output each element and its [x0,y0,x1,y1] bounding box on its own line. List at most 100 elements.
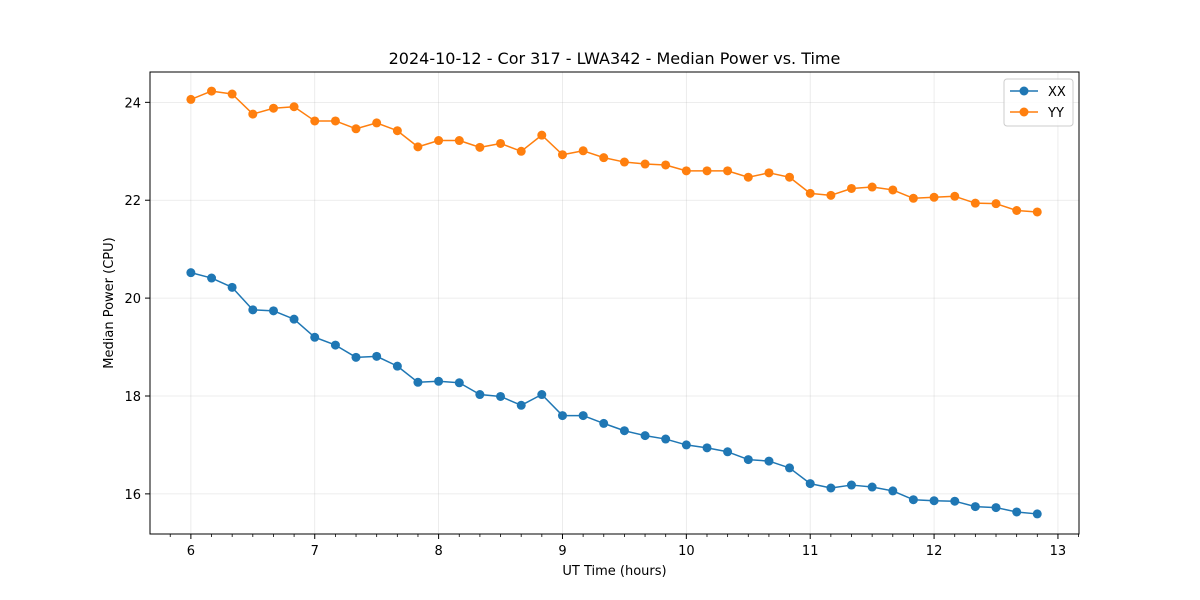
data-point [289,314,299,324]
data-point [475,390,485,400]
data-point [785,463,795,473]
y-tick-label: 24 [124,96,141,111]
y-tick-label: 18 [124,390,141,405]
x-tick-label: 11 [802,544,819,559]
series-line [190,90,1038,213]
data-point [578,146,588,156]
data-point [578,411,588,421]
data-point [681,440,691,450]
data-point [268,306,278,316]
data-point [702,166,712,176]
data-point [557,411,567,421]
y-tick-label: 16 [124,488,141,503]
x-tick-label: 8 [434,544,442,559]
data-point [227,282,237,292]
x-axis-label: UT Time (hours) [562,564,666,579]
data-point [475,142,485,152]
data-point [372,118,382,128]
data-point [310,116,320,126]
data-point [207,273,217,283]
data-point [950,191,960,201]
data-point [186,94,196,104]
data-point [516,146,526,156]
x-tick-label: 6 [187,544,195,559]
data-point [599,418,609,428]
data-point [351,124,361,134]
data-point [537,130,547,140]
x-tick-label: 9 [558,544,566,559]
data-point [413,142,423,152]
data-point [846,480,856,490]
series-line [190,271,1038,515]
data-point [289,102,299,112]
data-point [413,377,423,387]
data-point [826,190,836,200]
chart-title: 2024-10-12 - Cor 317 - LWA342 - Median P… [389,49,841,68]
data-point [310,332,320,342]
data-point [805,188,815,198]
series-yy [186,86,1042,217]
data-point [888,486,898,496]
x-tick-label: 13 [1050,544,1067,559]
data-point [908,193,918,203]
x-axis: 6 7 8 9 10 11 12 13 [169,534,1079,559]
x-tick-label: 12 [926,544,943,559]
data-point [392,126,402,136]
y-axis: 16 18 20 22 24 [124,96,150,503]
data-point [929,192,939,202]
x-tick-label: 7 [311,544,319,559]
x-tick-label: 10 [678,544,695,559]
data-point [723,447,733,457]
data-point [496,138,506,148]
data-point [248,109,258,119]
data-point [640,431,650,441]
data-point [599,153,609,163]
data-point [434,136,444,146]
data-point [702,443,712,453]
legend-label: YY [1047,106,1064,121]
data-point [351,352,361,362]
legend-label: XX [1048,85,1066,100]
data-point [619,426,629,436]
legend-item-yy[interactable]: YY [1010,106,1064,121]
grid [150,72,1079,534]
data-point [929,496,939,506]
data-point [826,483,836,493]
data-point [805,479,815,489]
data-point [1012,206,1022,216]
data-point [392,361,402,371]
data-point [888,185,898,195]
data-point [516,400,526,410]
data-point [268,103,278,113]
data-point [207,86,217,96]
data-point [950,496,960,506]
data-point [248,305,258,315]
data-point [1032,509,1042,519]
plot-frame [149,71,1080,535]
legend-item-xx[interactable]: XX [1010,85,1066,100]
data-point [330,340,340,350]
legend[interactable]: XX YY [1003,78,1074,127]
y-axis-label: Median Power (CPU) [102,237,117,368]
data-point [991,503,1001,513]
data-point [1032,207,1042,217]
data-point [619,157,629,167]
data-point [991,199,1001,209]
series-layer [186,86,1042,519]
data-point [681,166,691,176]
data-point [764,456,774,466]
data-point [454,136,464,146]
data-point [723,166,733,176]
legend-marker [1019,86,1029,96]
y-tick-label: 22 [124,194,141,209]
data-point [537,390,547,400]
data-point [330,116,340,126]
data-point [846,183,856,193]
data-point [557,150,567,160]
data-point [661,160,671,170]
data-point [867,482,877,492]
data-point [867,182,877,192]
data-point [661,434,671,444]
data-point [496,391,506,401]
